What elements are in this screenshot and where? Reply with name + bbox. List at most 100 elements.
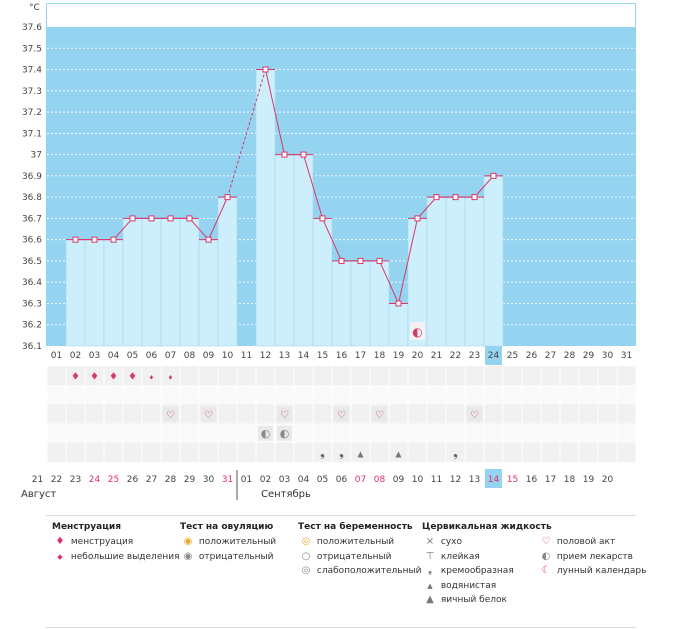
temperature-bar[interactable] [388,303,409,347]
temperature-line-segment [398,218,418,304]
spotting-drop-icon[interactable]: ♦ [149,375,154,382]
heart-icon[interactable]: ♡ [280,410,289,421]
tracking-row [47,366,636,386]
watery-icon[interactable]: ▲ [395,449,402,458]
calendar-date-label: 09 [393,475,405,485]
temperature-point[interactable] [471,194,478,201]
temperature-point[interactable] [414,215,421,222]
temperature-bar[interactable] [179,218,200,347]
y-tick-label: 36.8 [22,193,42,203]
calendar-date-label: 23 [70,475,81,485]
temperature-point[interactable] [205,236,212,243]
calendar-date-label: 18 [564,475,576,485]
temperature-point[interactable] [224,194,231,201]
temperature-bar[interactable] [369,260,390,347]
temperature-bar[interactable] [217,196,238,347]
creamy-icon[interactable]: ❟ [339,445,344,459]
temperature-point[interactable] [490,172,497,179]
legend-ovulation-negative: отрицательный [198,551,274,562]
menstruation-drop-icon[interactable]: ♦ [109,372,118,383]
temperature-bar[interactable] [426,196,447,347]
temperature-bar[interactable] [350,260,371,347]
temperature-point[interactable] [433,194,440,201]
heart-icon[interactable]: ♡ [375,410,384,421]
highlight-cycle-day[interactable] [485,346,502,365]
temperature-point[interactable] [281,151,288,158]
calendar-date-label: 28 [165,475,177,485]
temperature-point[interactable] [319,215,326,222]
menstruation-drop-icon[interactable]: ♦ [90,372,99,383]
lunar-moon-icon: ◐ [412,325,422,339]
creamy-icon[interactable]: ❟ [320,445,325,459]
temperature-point[interactable] [338,257,345,264]
calendar-date-label: 12 [450,475,461,485]
pill-icon[interactable]: ◐ [261,427,271,440]
pill-icon[interactable]: ◐ [280,427,290,440]
menstruation-drop-icon[interactable]: ♦ [128,372,137,383]
temperature-bar[interactable] [84,239,105,347]
legend-ovulation-title: Тест на овуляцию [180,522,274,532]
legend-mucus-creamy: кремообразная [440,566,514,576]
temperature-point[interactable] [91,236,98,243]
calendar-date-label: 16 [526,475,538,485]
temperature-bar[interactable] [255,69,276,347]
highlight-calendar-date[interactable] [485,469,502,488]
temperature-bar[interactable] [293,154,314,347]
temperature-point[interactable] [452,194,459,201]
calendar-date-label: 04 [298,475,310,485]
heart-icon-cell [467,406,482,422]
legend-mucus-title: Цервикальная жидкость [422,522,552,532]
temperature-bar[interactable] [103,239,124,347]
temperature-point[interactable] [376,257,383,264]
temperature-point[interactable] [129,215,136,222]
legend-mucus-watery: водянистая [440,580,497,591]
temperature-point[interactable] [72,236,79,243]
heart-icon[interactable]: ♡ [470,410,479,421]
calendar-date-label: 11 [431,475,442,485]
heart-icon[interactable]: ♡ [166,410,175,421]
temperature-point[interactable] [148,215,155,222]
temperature-bar[interactable] [198,239,219,347]
dry-icon: × [425,536,435,547]
heart-icon[interactable]: ♡ [337,410,346,421]
y-tick-label: 36.3 [22,299,42,309]
heart-icon: ♡ [541,536,551,547]
temperature-point[interactable] [357,257,364,264]
temperature-point[interactable] [167,215,174,222]
heart-icon[interactable]: ♡ [204,410,213,421]
y-tick-label: 37.4 [22,66,42,76]
calendar-date-label: 31 [222,475,233,485]
temperature-point[interactable] [262,66,269,73]
temperature-point[interactable] [395,300,402,307]
temperature-bar[interactable] [122,218,143,347]
temperature-bar[interactable] [65,239,86,347]
y-tick-label: 36.1 [22,342,42,352]
cycle-day-label: 08 [184,351,196,361]
cycle-day-label: 25 [507,351,518,361]
calendar-date-label: 30 [203,475,215,485]
cycle-day-label: 03 [89,351,100,361]
temperature-bar[interactable] [141,218,162,347]
legend-pregnancy: Тест на беременность ◎ положительный ○ о… [298,522,421,579]
temperature-bar[interactable] [464,196,485,347]
watery-icon[interactable]: ▲ [357,449,364,458]
tracking-row [47,385,636,405]
month-label-september: Сентябрь [261,489,311,500]
temperature-point[interactable] [186,215,193,222]
creamy-icon[interactable]: ❟ [453,445,458,459]
spotting-drop-icon[interactable]: ♦ [168,375,173,382]
legend-menstruation-label: менструация [70,537,134,547]
calendar-date-label: 03 [279,475,290,485]
temperature-bar[interactable] [312,218,333,347]
temperature-bar[interactable] [274,154,295,347]
calendar-date-label: 20 [602,475,614,485]
temperature-point[interactable] [300,151,307,158]
temperature-point[interactable] [110,236,117,243]
menstruation-drop-icon[interactable]: ♦ [71,372,80,383]
calendar-date-label: 22 [51,475,62,485]
temperature-bar[interactable] [483,175,504,347]
temperature-bar[interactable] [445,196,466,347]
temperature-bar[interactable] [331,260,352,347]
temperature-bar[interactable] [160,218,181,347]
